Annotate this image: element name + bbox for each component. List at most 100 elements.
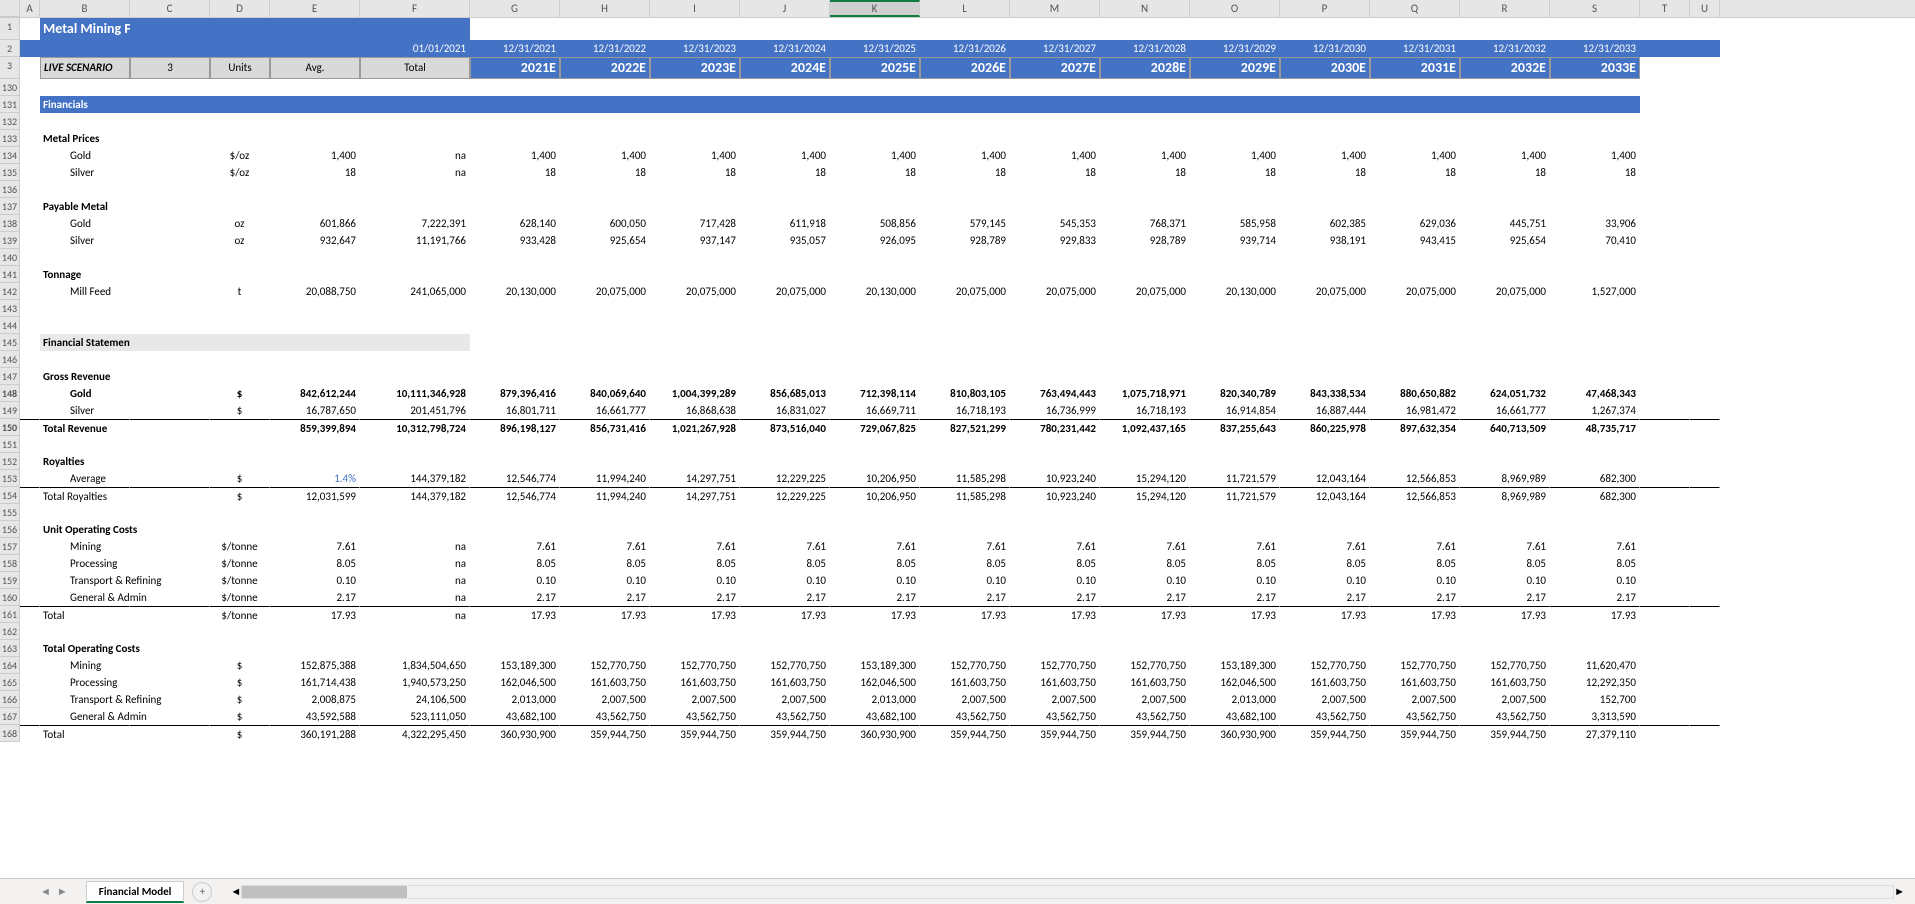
cell-O152[interactable]	[1190, 453, 1280, 470]
cell-Q150[interactable]: 897,632,354	[1370, 419, 1460, 436]
cell-R158[interactable]: 8.05	[1460, 555, 1550, 572]
cell-B143[interactable]	[40, 300, 130, 317]
cell-Q158[interactable]: 8.05	[1370, 555, 1460, 572]
cell-M158[interactable]: 8.05	[1010, 555, 1100, 572]
cell-Q146[interactable]	[1370, 351, 1460, 368]
cell-A147[interactable]	[20, 368, 40, 385]
row-header-146[interactable]: 146	[0, 351, 20, 368]
cell-H150[interactable]: 856,731,416	[560, 419, 650, 436]
row-header-144[interactable]: 144	[0, 317, 20, 334]
cell-S130[interactable]	[1550, 79, 1640, 96]
cell-B166[interactable]: Transport & Refining	[40, 691, 130, 708]
cell-R152[interactable]	[1460, 453, 1550, 470]
cell-K154[interactable]: 10,206,950	[830, 487, 920, 504]
cell-U3[interactable]	[1690, 57, 1720, 79]
cell-A164[interactable]	[20, 657, 40, 674]
cell-D143[interactable]	[210, 300, 270, 317]
cell-U138[interactable]	[1690, 215, 1720, 232]
cell-P161[interactable]: 17.93	[1280, 606, 1370, 623]
cell-J147[interactable]	[740, 368, 830, 385]
cell-H168[interactable]: 359,944,750	[560, 725, 650, 742]
cell-T133[interactable]	[1640, 130, 1690, 147]
cell-U154[interactable]	[1690, 487, 1720, 504]
cell-J137[interactable]	[740, 198, 830, 215]
cell-U147[interactable]	[1690, 368, 1720, 385]
cell-G148[interactable]: 879,396,416	[470, 385, 560, 402]
cell-B146[interactable]	[40, 351, 130, 368]
row-header-161[interactable]: 161	[0, 606, 20, 623]
cell-H157[interactable]: 7.61	[560, 538, 650, 555]
cell-O145[interactable]	[1190, 334, 1280, 351]
row-header-151[interactable]: 151	[0, 436, 20, 453]
cell-I142[interactable]: 20,075,000	[650, 283, 740, 300]
cell-K132[interactable]	[830, 113, 920, 130]
cell-D162[interactable]	[210, 623, 270, 640]
row-header-143[interactable]: 143	[0, 300, 20, 317]
cell-C160[interactable]	[130, 589, 210, 606]
cell-F162[interactable]	[360, 623, 470, 640]
cell-D150[interactable]	[210, 419, 270, 436]
cell-T140[interactable]	[1640, 249, 1690, 266]
cell-B156[interactable]: Unit Operating Costs	[40, 521, 130, 538]
cell-I157[interactable]: 7.61	[650, 538, 740, 555]
cell-P167[interactable]: 43,562,750	[1280, 708, 1370, 725]
cell-C137[interactable]	[130, 198, 210, 215]
cell-K141[interactable]	[830, 266, 920, 283]
cell-O163[interactable]	[1190, 640, 1280, 657]
cell-B168[interactable]: Total	[40, 725, 130, 742]
col-header-Q[interactable]: Q	[1370, 0, 1460, 17]
cell-L148[interactable]: 810,803,105	[920, 385, 1010, 402]
cell-M136[interactable]	[1010, 181, 1100, 198]
row-header-152[interactable]: 152	[0, 453, 20, 470]
cell-P159[interactable]: 0.10	[1280, 572, 1370, 589]
cell-A132[interactable]	[20, 113, 40, 130]
cell-O150[interactable]: 837,255,643	[1190, 419, 1280, 436]
row-header-145[interactable]: 145	[0, 334, 20, 351]
cell-U159[interactable]	[1690, 572, 1720, 589]
cell-L137[interactable]	[920, 198, 1010, 215]
cell-K164[interactable]: 153,189,300	[830, 657, 920, 674]
cell-B135[interactable]: Silver	[40, 164, 130, 181]
cell-O135[interactable]: 18	[1190, 164, 1280, 181]
cell-C130[interactable]	[130, 79, 210, 96]
cell-G141[interactable]	[470, 266, 560, 283]
cell-R135[interactable]: 18	[1460, 164, 1550, 181]
cell-Q148[interactable]: 880,650,882	[1370, 385, 1460, 402]
row-header-148[interactable]: 148	[0, 385, 20, 402]
cell-M167[interactable]: 43,562,750	[1010, 708, 1100, 725]
col-header-O[interactable]: O	[1190, 0, 1280, 17]
cell-C161[interactable]	[130, 606, 210, 623]
cell-I146[interactable]	[650, 351, 740, 368]
cell-F157[interactable]: na	[360, 538, 470, 555]
cell-O3[interactable]: 2029E	[1190, 57, 1280, 79]
cell-S1[interactable]	[1550, 18, 1640, 40]
cell-P148[interactable]: 843,338,534	[1280, 385, 1370, 402]
cell-U161[interactable]	[1690, 606, 1720, 623]
cell-L159[interactable]: 0.10	[920, 572, 1010, 589]
cell-G166[interactable]: 2,013,000	[470, 691, 560, 708]
cell-H161[interactable]: 17.93	[560, 606, 650, 623]
cell-T150[interactable]	[1640, 419, 1690, 436]
cell-N167[interactable]: 43,562,750	[1100, 708, 1190, 725]
cell-L144[interactable]	[920, 317, 1010, 334]
cell-P152[interactable]	[1280, 453, 1370, 470]
cell-L153[interactable]: 11,585,298	[920, 470, 1010, 487]
cell-F1[interactable]	[360, 18, 470, 40]
cell-M162[interactable]	[1010, 623, 1100, 640]
cell-O137[interactable]	[1190, 198, 1280, 215]
cell-K166[interactable]: 2,013,000	[830, 691, 920, 708]
cell-K139[interactable]: 926,095	[830, 232, 920, 249]
cell-U156[interactable]	[1690, 521, 1720, 538]
cell-S154[interactable]: 682,300	[1550, 487, 1640, 504]
cell-C139[interactable]	[130, 232, 210, 249]
cell-S162[interactable]	[1550, 623, 1640, 640]
row-header-154[interactable]: 154	[0, 487, 20, 504]
cell-L162[interactable]	[920, 623, 1010, 640]
cell-S156[interactable]	[1550, 521, 1640, 538]
cell-N168[interactable]: 359,944,750	[1100, 725, 1190, 742]
cell-G158[interactable]: 8.05	[470, 555, 560, 572]
cell-H131[interactable]	[560, 96, 650, 113]
cell-D142[interactable]: t	[210, 283, 270, 300]
cell-F134[interactable]: na	[360, 147, 470, 164]
row-header-147[interactable]: 147	[0, 368, 20, 385]
